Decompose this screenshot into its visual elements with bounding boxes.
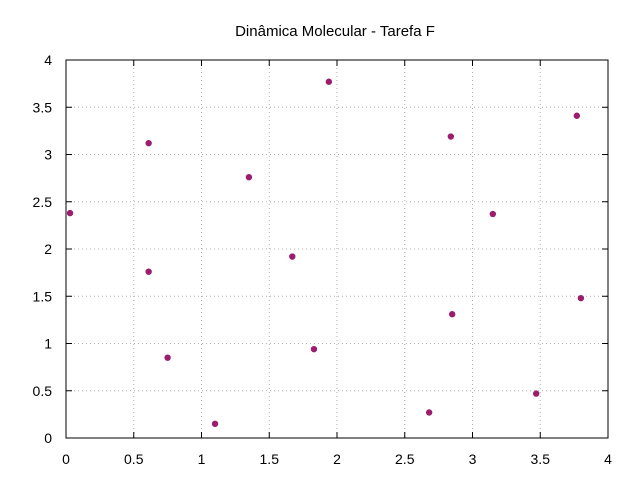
y-tick-label: 3.5 bbox=[33, 99, 53, 115]
data-point bbox=[448, 311, 456, 318]
data-point bbox=[489, 210, 497, 218]
data-point bbox=[573, 112, 581, 119]
x-tick-label: 1.5 bbox=[260, 451, 280, 467]
y-tick-label: 3 bbox=[44, 147, 52, 163]
x-tick-label: 1 bbox=[198, 451, 206, 467]
tick-labels: 0 0.5 1 1.5 2 2.5 3 3.5 4 0 0.5 1 1.5 2 2.5 3 3.5 4 bbox=[33, 52, 613, 467]
data-point bbox=[66, 209, 74, 217]
data-points bbox=[66, 78, 585, 428]
data-point bbox=[447, 133, 455, 140]
data-point bbox=[289, 253, 296, 260]
y-tick-label: 1 bbox=[44, 336, 52, 352]
x-tick-label: 0.5 bbox=[124, 451, 144, 467]
plot-frame bbox=[65, 59, 609, 439]
x-tick-label: 3 bbox=[469, 451, 477, 467]
x-tick-label: 2 bbox=[333, 451, 341, 467]
data-point bbox=[145, 139, 152, 147]
grid-lines bbox=[66, 60, 608, 438]
data-point bbox=[532, 390, 540, 397]
x-tick-label: 4 bbox=[604, 451, 612, 467]
y-tick-label: 2.5 bbox=[33, 194, 53, 210]
data-point bbox=[211, 420, 219, 428]
x-tick-label: 2.5 bbox=[395, 451, 415, 467]
y-tick-label: 1.5 bbox=[33, 288, 53, 304]
data-point bbox=[310, 345, 318, 353]
data-point bbox=[245, 173, 253, 181]
y-tick-label: 0 bbox=[44, 430, 52, 446]
y-tick-label: 2 bbox=[44, 241, 52, 257]
data-point bbox=[577, 294, 585, 302]
y-tick-label: 4 bbox=[44, 52, 52, 68]
data-point bbox=[145, 268, 152, 275]
data-point bbox=[325, 78, 333, 85]
x-tick-label: 0 bbox=[62, 451, 70, 467]
chart-title: Dinâmica Molecular - Tarefa F bbox=[235, 23, 435, 40]
x-tick-label: 3.5 bbox=[531, 451, 551, 467]
y-tick-label: 0.5 bbox=[33, 383, 53, 399]
data-point bbox=[164, 354, 171, 361]
data-point bbox=[425, 409, 433, 416]
